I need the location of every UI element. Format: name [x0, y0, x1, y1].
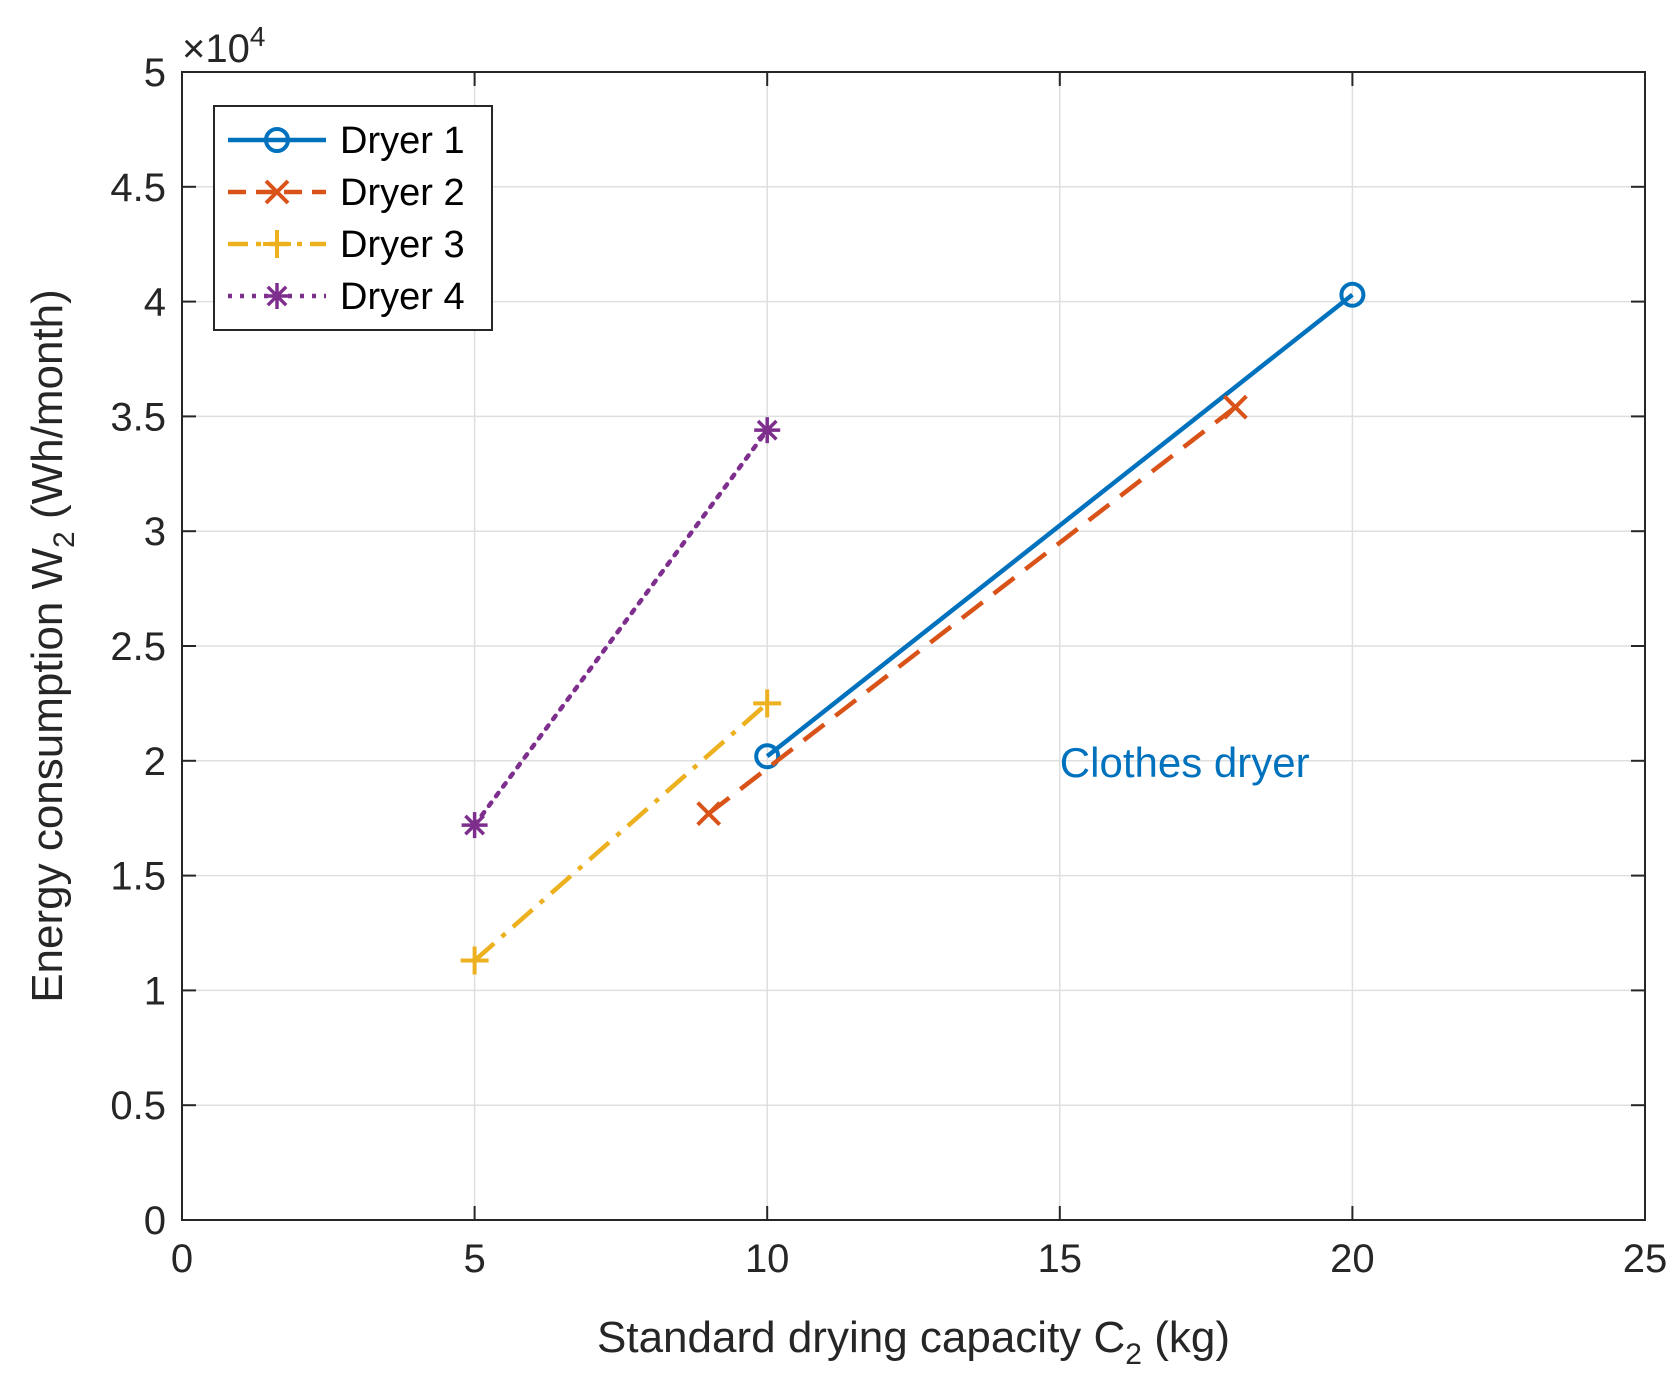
- marker-x-b: [1222, 394, 1248, 420]
- data-point: [754, 417, 781, 444]
- legend-item: Dryer 3: [228, 224, 465, 266]
- x-tick-label: 0: [171, 1237, 193, 1281]
- legend-marker: [264, 283, 290, 309]
- marker-asterisk-arm: [266, 285, 288, 307]
- legend-label: Dryer 4: [340, 276, 465, 318]
- series-line: [473, 701, 769, 963]
- series-dryer-4: [461, 417, 781, 839]
- marker-asterisk-arm: [464, 814, 486, 836]
- y-axis-label: Energy consumption W2 (Wh/month): [23, 289, 81, 1003]
- legend-marker: [264, 127, 290, 153]
- series-dryer-3: [460, 689, 782, 975]
- y-tick-label: 3: [144, 510, 166, 554]
- legend-item: Dryer 2: [228, 172, 465, 214]
- legend-marker: [264, 179, 290, 205]
- marker-circle: [1339, 281, 1366, 308]
- y-tick-label: 4: [144, 281, 166, 325]
- y-exponent-base: ×10: [182, 27, 250, 71]
- marker-x-b: [696, 801, 722, 827]
- axis-ticks: 0 5 10 15 20 25 0 0.5 1 1.5 2 2.5 3 3.5 4 4.5 5: [110, 51, 1667, 1281]
- marker-circle: [264, 127, 290, 153]
- y-axis-exponent: ×104: [182, 21, 265, 71]
- series-dryer-2: [696, 394, 1248, 827]
- data-point: [754, 743, 781, 770]
- x-tick-label: 20: [1330, 1237, 1375, 1281]
- data-point: [1339, 281, 1366, 308]
- x-tick-label: 25: [1623, 1237, 1668, 1281]
- y-tick-label: 1.5: [110, 855, 166, 899]
- marker-x-b: [264, 179, 290, 205]
- series-line: [472, 427, 770, 828]
- x-tick-label: 5: [463, 1237, 485, 1281]
- data-point: [696, 801, 722, 827]
- legend-box: [213, 105, 493, 331]
- y-tick-label: 5: [144, 51, 166, 95]
- series-line: [765, 292, 1354, 758]
- x-axis-label: Standard drying capacity C2 (kg): [597, 1313, 1230, 1371]
- data-point: [1222, 394, 1248, 420]
- marker-circle: [754, 743, 781, 770]
- y-tick-label: 3.5: [110, 395, 166, 439]
- x-tick-label: 10: [745, 1237, 790, 1281]
- data-point: [461, 812, 488, 839]
- y-tick-label: 4.5: [110, 166, 166, 210]
- x-tick-label: 15: [1038, 1237, 1083, 1281]
- data-point: [460, 946, 489, 975]
- y-tick-label: 0.5: [110, 1084, 166, 1128]
- marker-asterisk-arm: [756, 419, 778, 441]
- data-point: [753, 689, 782, 718]
- series-line: [707, 405, 1237, 816]
- y-tick-label: 2.5: [110, 625, 166, 669]
- legend-label: Dryer 2: [340, 172, 465, 214]
- y-tick-label: 0: [144, 1199, 166, 1243]
- annotation-clothes-dryer: Clothes dryer: [1060, 739, 1310, 786]
- legend: Dryer 1 Dryer 2 Dryer 3 Dryer 4: [213, 105, 493, 331]
- y-exponent-power: 4: [250, 21, 266, 52]
- legend-label: Dryer 3: [340, 224, 465, 266]
- plot-series: [460, 281, 1366, 975]
- legend-item: Dryer 1: [228, 120, 465, 162]
- legend-marker: [263, 230, 291, 258]
- series-dryer-1: [754, 281, 1366, 770]
- legend-label: Dryer 1: [340, 120, 465, 162]
- y-tick-label: 2: [144, 740, 166, 784]
- y-tick-label: 1: [144, 969, 166, 1013]
- legend-item: Dryer 4: [228, 276, 465, 318]
